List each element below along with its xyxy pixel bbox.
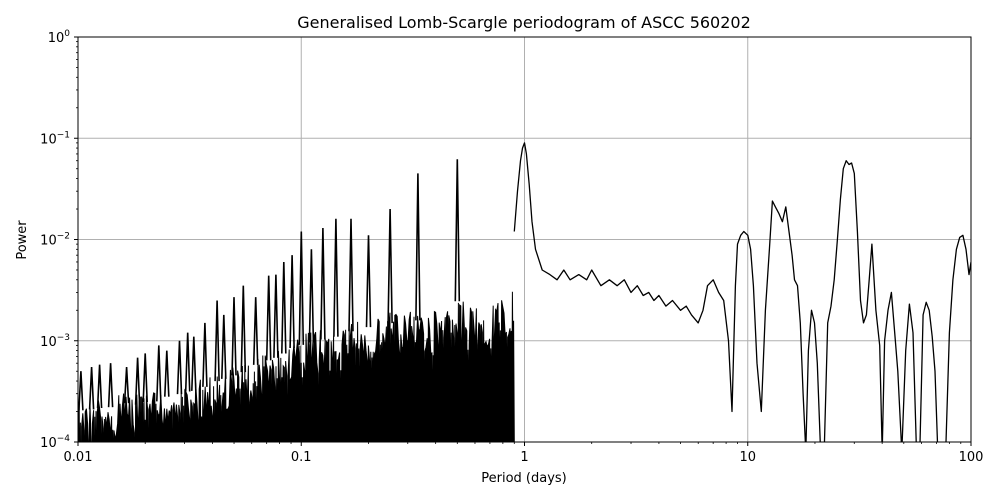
x-tick-label: 10 [739,450,756,465]
y-tick-label: 10−4 [40,434,70,451]
plot-area [78,142,971,442]
alias-spikes [78,159,461,411]
periodogram-line [513,142,971,442]
y-tick-label: 10−1 [40,130,70,147]
y-tick-label: 10−2 [40,232,70,249]
x-axis-label: Period (days) [481,471,567,486]
chart-title: Generalised Lomb-Scargle periodogram of … [297,13,751,32]
x-tick-label: 100 [959,450,984,465]
x-tick-label: 0.1 [291,450,312,465]
x-tick-label: 0.01 [64,450,93,465]
y-tick-label: 10−3 [40,333,70,350]
y-axis-label: Power [15,220,30,260]
y-tick-label: 100 [48,29,71,46]
x-axis: 0.01 0.1 1 10 100 [64,442,984,465]
y-axis: 100 10−1 10−2 10−3 10−4 [40,29,78,451]
x-tick-label: 1 [520,450,528,465]
dense-noise-fill [78,291,515,442]
